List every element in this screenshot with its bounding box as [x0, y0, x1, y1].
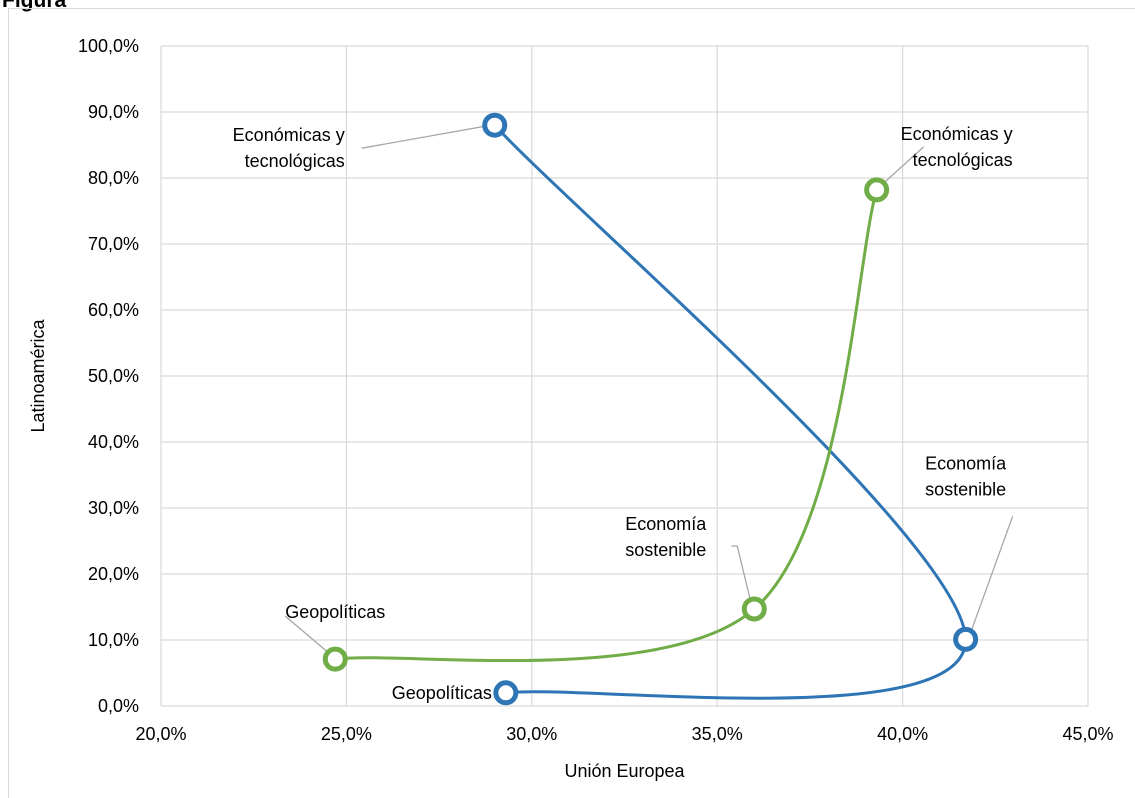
y-tick-label: 70,0% [88, 234, 139, 254]
data-point-marker [864, 177, 890, 203]
data-label: Económicas y tecnológicas [233, 125, 345, 171]
x-tick-label: 40,0% [877, 724, 928, 744]
y-tick-label: 40,0% [88, 432, 139, 452]
data-label: Geopolíticas [285, 602, 385, 622]
data-point-marker [493, 680, 519, 706]
y-tick-label: 10,0% [88, 630, 139, 650]
data-label: Económicas y tecnológicas [901, 124, 1013, 170]
y-tick-label: 50,0% [88, 366, 139, 386]
x-axis-title: Unión Europea [564, 761, 685, 781]
x-tick-label: 35,0% [692, 724, 743, 744]
y-tick-label: 30,0% [88, 498, 139, 518]
y-tick-label: 0,0% [98, 696, 139, 716]
label-leader-line [361, 124, 491, 149]
x-tick-label: 30,0% [506, 724, 557, 744]
data-point-marker [322, 646, 348, 672]
y-tick-label: 90,0% [88, 102, 139, 122]
x-tick-label: 25,0% [321, 724, 372, 744]
data-point-marker [741, 596, 767, 622]
data-label: Economía sostenible [625, 514, 707, 560]
x-tick-label: 45,0% [1062, 724, 1113, 744]
y-tick-label: 20,0% [88, 564, 139, 584]
label-leader-line [969, 516, 1014, 636]
y-tick-label: 60,0% [88, 300, 139, 320]
x-tick-label: 20,0% [135, 724, 186, 744]
data-point-marker [482, 112, 508, 138]
y-tick-label: 100,0% [78, 36, 139, 56]
label-leader-line [731, 545, 752, 605]
chart-frame [8, 8, 1135, 798]
data-label: Economía sostenible [925, 453, 1007, 499]
chart-title: Figura [2, 0, 67, 12]
data-label: Geopolíticas [392, 683, 492, 703]
label-leader-line [880, 146, 925, 187]
label-leader-line [284, 615, 332, 656]
data-point-marker [953, 626, 979, 652]
y-axis-title: Latinoamérica [28, 318, 48, 432]
y-tick-label: 80,0% [88, 168, 139, 188]
